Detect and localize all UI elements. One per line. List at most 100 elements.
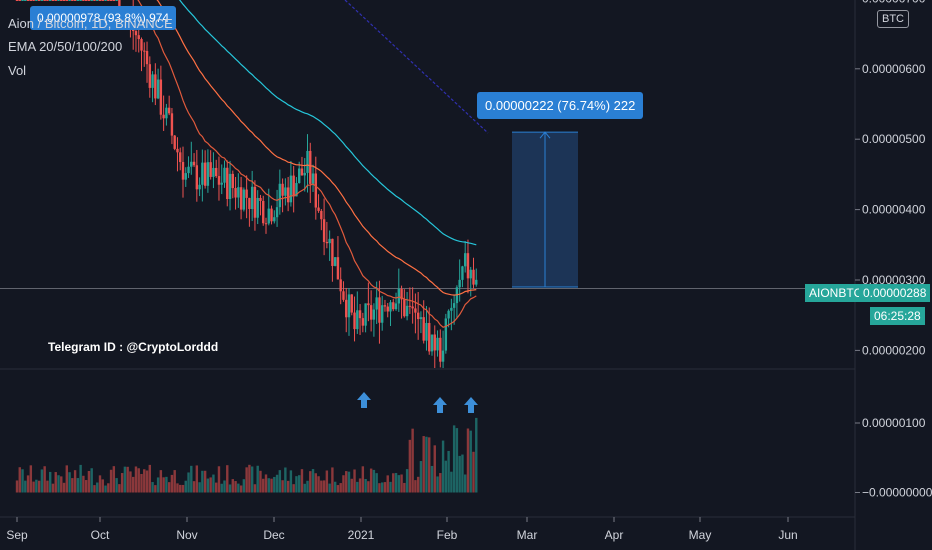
volume-bar [392, 473, 395, 493]
volume-bar [298, 475, 301, 493]
volume-bar [107, 483, 110, 493]
volume-bar [428, 437, 431, 493]
volume-bar [132, 476, 135, 493]
volume-bar [284, 467, 287, 493]
candle-down [317, 207, 320, 211]
volume-bar [259, 470, 262, 493]
volume-bar [203, 470, 207, 493]
volume-bar [270, 478, 273, 493]
time-axis-label: Oct [91, 528, 110, 542]
candle-up [256, 197, 259, 218]
candle-up [469, 269, 472, 279]
candle-down [192, 161, 196, 166]
chart-title[interactable]: Aion / Bitcoin, 1D, BINANCE [8, 16, 173, 31]
candle-down [29, 0, 33, 1]
candle-up [198, 184, 201, 190]
candle-down [248, 197, 251, 209]
volume-bar [24, 480, 27, 493]
candle-down [322, 219, 326, 242]
volume-bar [275, 474, 279, 493]
volume-bar [469, 430, 472, 493]
candle-down [472, 269, 475, 285]
volume-bar [206, 478, 210, 493]
candle-down [112, 0, 116, 1]
volume-bar [87, 471, 91, 493]
candle-up [389, 302, 392, 312]
price-axis-label: 0.00000700 [862, 0, 926, 5]
top-measure-bubble: 0.00000978 (93.8%) 974 [30, 6, 177, 30]
candle-down [428, 322, 431, 352]
volume-bar [112, 466, 116, 493]
candle-down [137, 35, 140, 40]
volume-bar [223, 480, 226, 493]
volume-bar [250, 466, 254, 493]
volume-bar [436, 476, 439, 493]
ema-legend[interactable]: EMA 20/50/100/200 [8, 39, 123, 54]
volume-bar [79, 464, 82, 493]
volume-bar [15, 480, 19, 493]
volume-bar [345, 471, 348, 493]
candle-up [444, 318, 448, 351]
candle-down [101, 0, 104, 1]
volume-bar [43, 466, 46, 493]
up-arrow-icon [357, 392, 371, 408]
volume-bar [37, 480, 41, 493]
candle-down [358, 310, 362, 319]
volume-bar [314, 473, 317, 493]
price-axis-label: 0.00000300 [862, 273, 926, 287]
candle-down [84, 0, 88, 1]
candle-up [237, 187, 240, 198]
ema-50-line [156, 0, 477, 296]
symbol-tag: AIONBTC [805, 284, 867, 302]
volume-bar [248, 464, 251, 493]
candle-up [447, 310, 450, 319]
price-axis-label: 0.00000500 [862, 132, 926, 146]
candle-up [328, 238, 331, 244]
volume-bar [18, 467, 21, 493]
candle-down [32, 0, 35, 1]
candle-up [298, 168, 301, 184]
volume-bar [364, 478, 367, 493]
candle-down [416, 312, 420, 320]
candle-up [397, 288, 400, 304]
candle-down [87, 0, 91, 1]
candle-down [62, 0, 66, 1]
candle-down [159, 79, 163, 115]
volume-axis-label: 0.00000100 [862, 416, 926, 430]
volume-bar [154, 485, 157, 493]
candle-down [226, 167, 229, 200]
candle-up [212, 167, 215, 177]
candle-down [170, 113, 174, 136]
candle-up [79, 0, 82, 1]
volume-bar [295, 476, 298, 493]
candle-down [231, 173, 234, 189]
candle-up [436, 337, 439, 351]
candle-up [90, 0, 93, 1]
volume-bar [253, 484, 257, 493]
currency-badge[interactable]: BTC [877, 10, 909, 28]
candle-down [18, 0, 21, 1]
volume-bar [325, 470, 329, 493]
volume-bar [461, 454, 464, 493]
candle-down [270, 208, 273, 222]
volume-bar [90, 468, 93, 493]
candle-up [21, 0, 24, 1]
volume-bar [217, 466, 221, 493]
candle-up [425, 322, 428, 341]
volume-bar [170, 474, 174, 493]
volume-legend[interactable]: Vol [8, 63, 27, 78]
candle-up [364, 303, 367, 326]
volume-bar [209, 477, 212, 493]
volume-bar [369, 468, 373, 493]
volume-bar [239, 485, 243, 493]
candle-up [201, 162, 204, 185]
volume-bar [267, 478, 270, 493]
candle-down [65, 0, 68, 1]
ema-200-line [344, 0, 489, 134]
candle-down [173, 135, 176, 149]
volume-bar [242, 479, 246, 493]
candle-down [339, 279, 342, 292]
candle-up [405, 305, 409, 317]
volume-group [15, 417, 478, 493]
